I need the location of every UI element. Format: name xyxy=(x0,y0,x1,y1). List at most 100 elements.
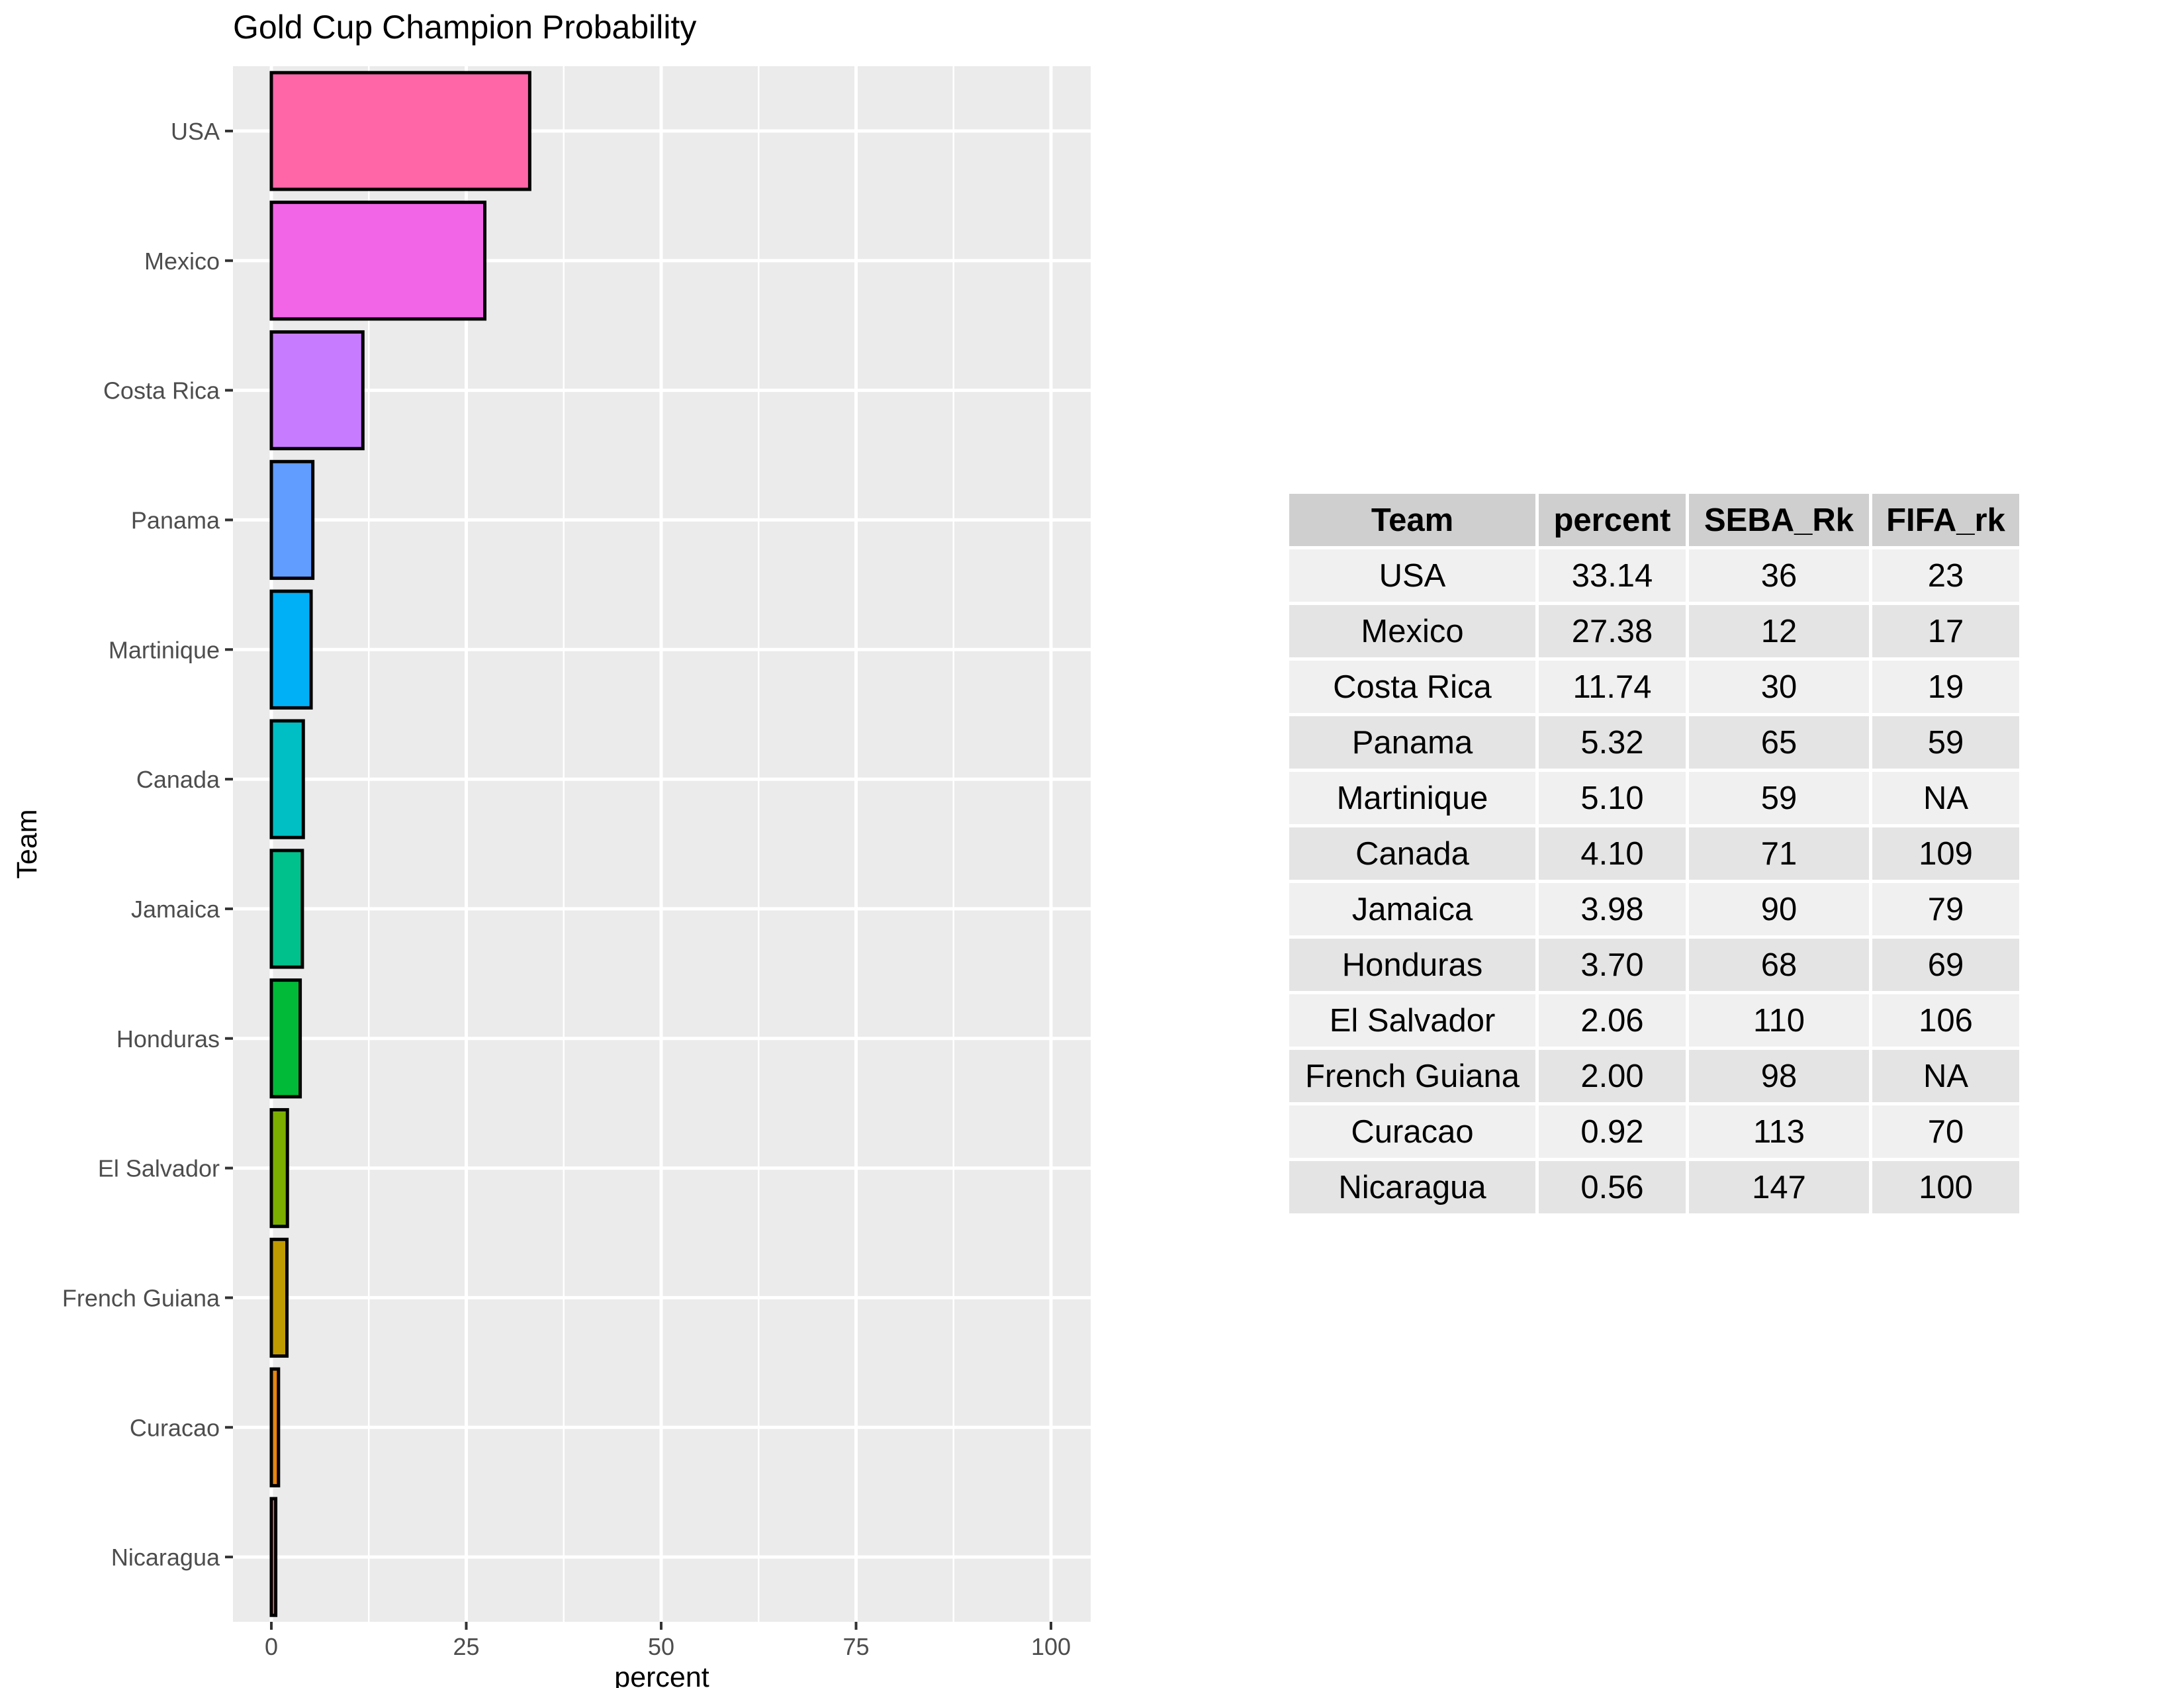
table-row: Mexico 27.38 12 17 xyxy=(1289,605,2019,657)
table-row: Curacao 0.92 113 70 xyxy=(1289,1105,2019,1158)
cell-team: Nicaragua xyxy=(1289,1161,1535,1213)
header-seba-rk: SEBA_Rk xyxy=(1689,494,1869,546)
table-row: Canada 4.10 71 109 xyxy=(1289,827,2019,880)
table-row: Jamaica 3.98 90 79 xyxy=(1289,883,2019,935)
cell-fifa-rk: NA xyxy=(1872,772,2019,824)
cell-seba-rk: 71 xyxy=(1689,827,1869,880)
cell-fifa-rk: 19 xyxy=(1872,661,2019,713)
cell-team: Costa Rica xyxy=(1289,661,1535,713)
cell-team: Jamaica xyxy=(1289,883,1535,935)
cell-fifa-rk: 79 xyxy=(1872,883,2019,935)
table-row: Honduras 3.70 68 69 xyxy=(1289,939,2019,991)
x-tick-label: 50 xyxy=(648,1633,674,1660)
y-tick-label: French Guiana xyxy=(62,1284,220,1311)
cell-team: Honduras xyxy=(1289,939,1535,991)
table-row: El Salvador 2.06 110 106 xyxy=(1289,994,2019,1047)
x-axis: 0 25 50 75 100 xyxy=(265,1622,1071,1660)
y-tick-label: Mexico xyxy=(144,248,220,275)
y-tick-label: Jamaica xyxy=(131,896,220,923)
bar xyxy=(269,978,302,1099)
cell-seba-rk: 68 xyxy=(1689,939,1869,991)
cell-fifa-rk: 23 xyxy=(1872,549,2019,602)
cell-seba-rk: 30 xyxy=(1689,661,1869,713)
cell-seba-rk: 110 xyxy=(1689,994,1869,1047)
y-tick-label: Martinique xyxy=(109,636,220,663)
y-tick-label: Panama xyxy=(131,506,220,534)
y-axis: USA Mexico Costa Rica Panama Martinique Canad… xyxy=(62,118,233,1571)
cell-team: El Salvador xyxy=(1289,994,1535,1047)
y-tick-label: Canada xyxy=(136,766,220,793)
cell-fifa-rk: 100 xyxy=(1872,1161,2019,1213)
bar xyxy=(269,1367,281,1487)
cell-seba-rk: 147 xyxy=(1689,1161,1869,1213)
y-tick-label: Costa Rica xyxy=(103,377,220,404)
cell-percent: 4.10 xyxy=(1539,827,1686,880)
bar xyxy=(269,719,305,839)
cell-seba-rk: 65 xyxy=(1689,716,1869,769)
cell-fifa-rk: 106 xyxy=(1872,994,2019,1047)
cell-percent: 3.98 xyxy=(1539,883,1686,935)
table-row: Nicaragua 0.56 147 100 xyxy=(1289,1161,2019,1213)
y-tick-label: Honduras xyxy=(116,1025,220,1053)
bar xyxy=(269,330,365,451)
table-header-row: Team percent SEBA_Rk FIFA_rk xyxy=(1289,494,2019,546)
y-tick-label: Curacao xyxy=(130,1414,220,1441)
cell-team: Canada xyxy=(1289,827,1535,880)
cell-percent: 2.00 xyxy=(1539,1050,1686,1102)
chart-title: Gold Cup Champion Probability xyxy=(233,9,696,46)
cell-seba-rk: 36 xyxy=(1689,549,1869,602)
x-tick-label: 100 xyxy=(1031,1633,1071,1660)
cell-seba-rk: 90 xyxy=(1689,883,1869,935)
cell-fifa-rk: NA xyxy=(1872,1050,2019,1102)
table-row: Panama 5.32 65 59 xyxy=(1289,716,2019,769)
cell-fifa-rk: 109 xyxy=(1872,827,2019,880)
cell-team: Panama xyxy=(1289,716,1535,769)
cell-percent: 0.92 xyxy=(1539,1105,1686,1158)
cell-team: Mexico xyxy=(1289,605,1535,657)
bar xyxy=(269,849,304,969)
bar xyxy=(269,71,531,191)
cell-percent: 11.74 xyxy=(1539,661,1686,713)
data-table: Team percent SEBA_Rk FIFA_rk USA 33.14 3… xyxy=(1286,491,2023,1217)
bar xyxy=(269,459,315,581)
bar xyxy=(269,201,487,321)
bar xyxy=(269,589,313,710)
bars-group xyxy=(269,71,531,1617)
cell-fifa-rk: 59 xyxy=(1872,716,2019,769)
bar xyxy=(269,1497,278,1617)
cell-percent: 27.38 xyxy=(1539,605,1686,657)
header-team: Team xyxy=(1289,494,1535,546)
cell-team: Martinique xyxy=(1289,772,1535,824)
cell-seba-rk: 113 xyxy=(1689,1105,1869,1158)
major-gridlines xyxy=(233,66,1091,1622)
cell-fifa-rk: 69 xyxy=(1872,939,2019,991)
cell-seba-rk: 12 xyxy=(1689,605,1869,657)
table-row: French Guiana 2.00 98 NA xyxy=(1289,1050,2019,1102)
x-axis-title: percent xyxy=(614,1662,709,1688)
x-tick-label: 75 xyxy=(842,1633,869,1660)
cell-fifa-rk: 70 xyxy=(1872,1105,2019,1158)
cell-percent: 2.06 xyxy=(1539,994,1686,1047)
y-tick-label: El Salvador xyxy=(98,1155,220,1182)
y-axis-title: Team xyxy=(11,809,43,878)
cell-seba-rk: 98 xyxy=(1689,1050,1869,1102)
cell-percent: 0.56 xyxy=(1539,1161,1686,1213)
y-tick-label: USA xyxy=(171,118,220,145)
table-row: USA 33.14 36 23 xyxy=(1289,549,2019,602)
x-tick-label: 25 xyxy=(453,1633,479,1660)
cell-team: French Guiana xyxy=(1289,1050,1535,1102)
table-row: Costa Rica 11.74 30 19 xyxy=(1289,661,2019,713)
cell-seba-rk: 59 xyxy=(1689,772,1869,824)
y-tick-label: Nicaragua xyxy=(111,1544,220,1571)
cell-team: USA xyxy=(1289,549,1535,602)
cell-fifa-rk: 17 xyxy=(1872,605,2019,657)
cell-percent: 33.14 xyxy=(1539,549,1686,602)
minor-gridlines xyxy=(368,66,954,1622)
cell-percent: 5.10 xyxy=(1539,772,1686,824)
table-row: Martinique 5.10 59 NA xyxy=(1289,772,2019,824)
cell-percent: 5.32 xyxy=(1539,716,1686,769)
x-tick-label: 0 xyxy=(265,1633,278,1660)
header-percent: percent xyxy=(1539,494,1686,546)
bar xyxy=(269,1107,289,1229)
